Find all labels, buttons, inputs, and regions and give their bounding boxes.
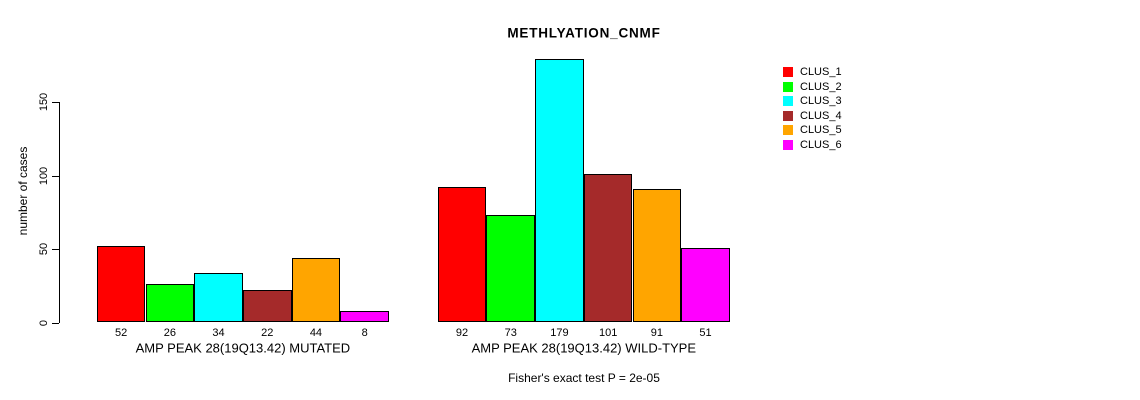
bar-clus_4 xyxy=(242,290,292,323)
legend-swatch xyxy=(783,110,793,121)
legend-label: CLUS_4 xyxy=(800,109,842,122)
bar-clus_6 xyxy=(681,247,730,323)
bar-value-label: 92 xyxy=(455,326,469,339)
legend-label: CLUS_3 xyxy=(800,95,842,108)
legend-swatch xyxy=(783,125,793,136)
legend-label: CLUS_2 xyxy=(800,80,842,93)
y-axis-line xyxy=(59,102,60,323)
bar-clus_1 xyxy=(437,187,487,323)
legend-swatch xyxy=(783,96,793,107)
bar-value-label: 26 xyxy=(163,326,176,339)
y-axis-tick xyxy=(52,102,59,103)
legend-label: CLUS_1 xyxy=(800,66,842,79)
legend-swatch xyxy=(783,139,793,150)
chart-title: METHLYATION_CNMF xyxy=(507,25,661,41)
bar-clus_2 xyxy=(145,284,195,323)
bar-clus_5 xyxy=(632,188,682,323)
x-axis-group-label: AMP PEAK 28(19Q13.42) MUTATED xyxy=(135,340,351,356)
bar-clus_2 xyxy=(486,215,536,323)
bar-value-label: 91 xyxy=(650,326,663,339)
legend-swatch xyxy=(783,67,793,78)
bar-value-label: 34 xyxy=(212,326,225,339)
bar-clus_4 xyxy=(583,174,633,323)
bar-clus_3 xyxy=(194,272,243,323)
x-axis-group-label: AMP PEAK 28(19Q13.42) WILD-TYPE xyxy=(471,340,697,356)
bar-clus_6 xyxy=(340,310,389,323)
bar-value-label: 22 xyxy=(261,326,274,339)
y-axis-tick xyxy=(52,249,59,250)
bar-clus_1 xyxy=(96,246,146,323)
bar-value-label: 52 xyxy=(115,326,128,339)
legend-swatch xyxy=(783,81,793,92)
y-axis-tick-label: 100 xyxy=(38,166,50,185)
legend-label: CLUS_5 xyxy=(800,124,842,137)
bar-value-label: 101 xyxy=(598,326,618,339)
legend-label: CLUS_6 xyxy=(800,138,842,151)
footnote-text: Fisher's exact test P = 2e-05 xyxy=(508,371,660,385)
bar-value-label: 44 xyxy=(309,326,323,339)
bar-value-label: 8 xyxy=(361,326,368,339)
bar-value-label: 51 xyxy=(699,326,712,339)
bar-clus_5 xyxy=(291,257,341,323)
y-axis-tick xyxy=(52,175,59,177)
y-axis-tick-label: 50 xyxy=(38,242,50,256)
bar-clus_3 xyxy=(535,59,584,323)
y-axis-tick-label: 0 xyxy=(38,319,50,326)
y-axis-title: number of cases xyxy=(16,146,30,236)
y-axis-tick-label: 150 xyxy=(38,92,50,112)
bar-value-label: 73 xyxy=(504,326,517,339)
y-axis-tick xyxy=(52,322,59,324)
bar-value-label: 179 xyxy=(550,326,569,339)
